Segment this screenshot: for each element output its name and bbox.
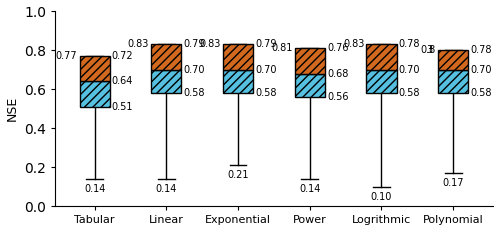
Text: 0.83: 0.83 (343, 39, 364, 49)
Text: 0.79: 0.79 (255, 39, 276, 49)
Bar (80, 81, 110, 107)
Text: 0.14: 0.14 (299, 184, 320, 194)
Bar (151, 44, 182, 70)
Text: 0.70: 0.70 (255, 65, 276, 75)
Text: 0.68: 0.68 (327, 69, 348, 79)
Text: 0.14: 0.14 (156, 184, 177, 194)
Bar (366, 44, 396, 70)
Bar (294, 73, 325, 97)
Text: 0.21: 0.21 (228, 170, 249, 180)
Text: 0.76: 0.76 (327, 43, 348, 53)
Bar (294, 48, 325, 73)
Bar (438, 50, 468, 70)
Bar (438, 70, 468, 93)
Text: 0.70: 0.70 (398, 65, 420, 75)
Text: 0.83: 0.83 (200, 39, 221, 49)
Text: 0.78: 0.78 (470, 45, 492, 55)
Text: 3: 3 (426, 45, 432, 55)
Text: 0.58: 0.58 (398, 88, 420, 98)
Text: 0.17: 0.17 (442, 178, 464, 188)
Text: 0.78: 0.78 (398, 39, 420, 49)
Text: 0.14: 0.14 (84, 184, 106, 194)
Text: 0.51: 0.51 (112, 102, 134, 112)
Text: 0.58: 0.58 (255, 88, 276, 98)
Bar (80, 56, 110, 81)
Bar (223, 70, 253, 93)
Text: 0.10: 0.10 (371, 192, 392, 202)
Text: 0.70: 0.70 (470, 65, 492, 75)
Text: 0.81: 0.81 (271, 43, 292, 53)
Text: 0.79: 0.79 (184, 39, 205, 49)
Text: 0.56: 0.56 (327, 92, 348, 102)
Y-axis label: NSE: NSE (6, 96, 18, 121)
Text: 0.64: 0.64 (112, 76, 133, 86)
Text: 0.58: 0.58 (470, 88, 492, 98)
Text: 0.58: 0.58 (184, 88, 205, 98)
Bar (223, 44, 253, 70)
Text: 0.77: 0.77 (56, 51, 78, 61)
Bar (366, 70, 396, 93)
Text: 0.83: 0.83 (128, 39, 149, 49)
Text: 0.8: 0.8 (420, 45, 436, 55)
Text: 0.70: 0.70 (184, 65, 205, 75)
Bar (151, 70, 182, 93)
Text: 0.72: 0.72 (112, 51, 134, 61)
